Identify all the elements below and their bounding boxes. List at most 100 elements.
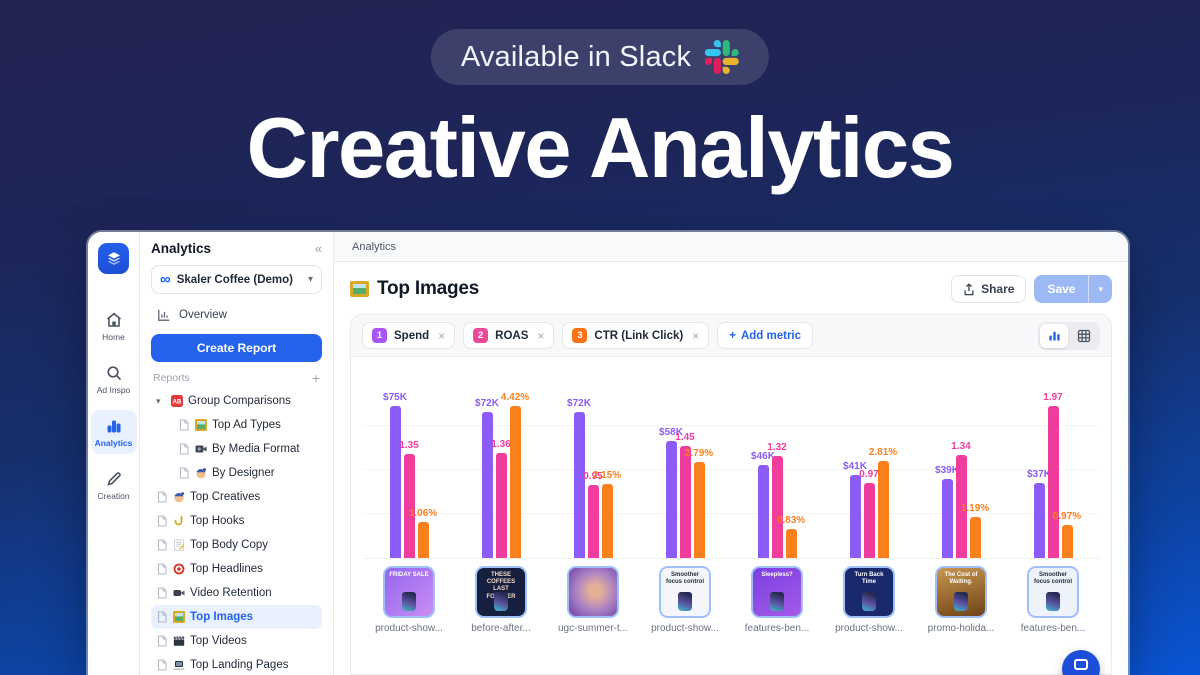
report-tree-item-by-designer[interactable]: By Designer bbox=[151, 461, 322, 485]
rail-nav-item-home[interactable]: Home bbox=[91, 304, 137, 348]
app-logo[interactable] bbox=[98, 243, 129, 274]
report-tree-item-top-headlines[interactable]: Top Headlines bbox=[151, 557, 322, 581]
document-icon bbox=[178, 419, 190, 431]
save-split-button[interactable]: Save ▾ bbox=[1034, 275, 1112, 303]
bar-value-label: 0.97 bbox=[859, 469, 879, 480]
creative-thumbnail[interactable]: Sleepless? bbox=[751, 566, 803, 618]
collapse-panel-icon[interactable]: « bbox=[314, 241, 322, 256]
report-tree-item-top-landing-pages[interactable]: Top Landing Pages bbox=[151, 653, 322, 675]
share-button[interactable]: Share bbox=[951, 275, 1027, 303]
document-icon bbox=[156, 611, 168, 623]
bar-roas bbox=[403, 454, 415, 558]
bar-value-label: 4.42% bbox=[500, 392, 530, 403]
add-metric-button[interactable]: + Add metric bbox=[717, 322, 814, 349]
metric-toolbar: 1 Spend × 2 ROAS × 3 CTR (Link Click) × bbox=[351, 315, 1111, 357]
panel-title: Analytics bbox=[151, 241, 212, 256]
bar-value-label: 0.95 bbox=[583, 471, 603, 482]
report-title: Top Images bbox=[377, 278, 480, 299]
chart-group: $75K 1.35 1.06% bbox=[363, 383, 455, 558]
report-label: Top Landing Pages bbox=[190, 659, 289, 671]
rail-nav-item-creation[interactable]: Creation bbox=[91, 463, 137, 507]
bar-value-label: $46K bbox=[751, 451, 775, 462]
creative-caption: features-ben... bbox=[744, 623, 810, 634]
bar-roas bbox=[771, 456, 783, 558]
app-window: Home Ad Inspo Analytics Creation Analyti… bbox=[88, 232, 1128, 675]
overview-item[interactable]: Overview bbox=[151, 303, 322, 327]
report-tree-item-top-videos[interactable]: Top Videos bbox=[151, 629, 322, 653]
save-dropdown-icon[interactable]: ▾ bbox=[1088, 275, 1112, 303]
tree-chevron-icon: ▾ bbox=[156, 395, 161, 406]
creative-thumbnail[interactable]: FRIDAY SALE bbox=[383, 566, 435, 618]
bar-spend bbox=[665, 441, 677, 558]
creative-item: THESE COFFEES LAST FOREVER before-after.… bbox=[455, 566, 547, 634]
bar-roas bbox=[1047, 406, 1059, 558]
bar-ctr-link-click- bbox=[877, 461, 889, 558]
chart-group: $72K 0.95 2.15% bbox=[547, 383, 639, 558]
account-selector[interactable]: ∞ Skaler Coffee (Demo) ▾ bbox=[151, 265, 322, 294]
slack-logo-icon bbox=[705, 40, 740, 74]
creative-thumbnail[interactable]: The Cost of Waiting. bbox=[935, 566, 987, 618]
meta-logo-icon: ∞ bbox=[160, 271, 171, 288]
chart-view-button[interactable] bbox=[1040, 323, 1068, 348]
breadcrumb[interactable]: Analytics bbox=[352, 240, 397, 253]
report-tree-item-group-comparisons[interactable]: ▾ AB Group Comparisons bbox=[151, 389, 322, 413]
creative-caption: product-show... bbox=[835, 623, 903, 634]
rail-nav-item-ad-inspo[interactable]: Ad Inspo bbox=[91, 357, 137, 401]
document-icon bbox=[156, 587, 168, 599]
report-emoji-icon bbox=[173, 587, 185, 599]
creative-thumbnail[interactable]: Turn Back Time bbox=[843, 566, 895, 618]
creative-item: Sleepless? features-ben... bbox=[731, 566, 823, 634]
chart-group: $46K 1.32 0.83% bbox=[731, 383, 823, 558]
bar-spend bbox=[757, 465, 769, 558]
reports-section-label: Reports bbox=[153, 372, 190, 384]
chart-group: $37K 1.97 0.97% bbox=[1007, 383, 1099, 558]
rail-nav-item-analytics[interactable]: Analytics bbox=[90, 410, 137, 454]
creative-item: ugc-summer-t... bbox=[547, 566, 639, 634]
metric-chip-spend[interactable]: 1 Spend × bbox=[362, 322, 456, 349]
table-view-button[interactable] bbox=[1070, 324, 1098, 348]
metric-chip-ctr-link-click-[interactable]: 3 CTR (Link Click) × bbox=[562, 322, 710, 349]
report-emoji-icon bbox=[195, 467, 207, 479]
remove-metric-icon[interactable]: × bbox=[438, 328, 446, 343]
remove-metric-icon[interactable]: × bbox=[537, 328, 545, 343]
creative-thumbnail[interactable] bbox=[567, 566, 619, 618]
report-label: Group Comparisons bbox=[188, 395, 291, 407]
remove-metric-icon[interactable]: × bbox=[692, 328, 700, 343]
creative-thumbnail[interactable]: Smoother focus control bbox=[659, 566, 711, 618]
metric-order-badge: 2 bbox=[473, 328, 489, 343]
report-tree-item-top-images[interactable]: Top Images bbox=[151, 605, 322, 629]
report-tree-item-by-media-format[interactable]: By Media Format bbox=[151, 437, 322, 461]
metric-chip-roas[interactable]: 2 ROAS × bbox=[463, 322, 555, 349]
support-chat-button[interactable] bbox=[1062, 650, 1100, 675]
bar-value-label: $39K bbox=[935, 465, 959, 476]
bar-ctr-link-click- bbox=[601, 484, 613, 558]
report-tree-item-top-hooks[interactable]: Top Hooks bbox=[151, 509, 322, 533]
report-emoji-icon bbox=[173, 611, 185, 623]
bar-spend bbox=[481, 412, 493, 558]
create-report-button[interactable]: Create Report bbox=[151, 334, 322, 362]
report-tree-item-top-creatives[interactable]: Top Creatives bbox=[151, 485, 322, 509]
document-icon bbox=[178, 467, 190, 479]
metric-label: Spend bbox=[394, 329, 430, 342]
creative-ad-text: The Cost of Waiting. bbox=[944, 572, 978, 586]
creative-thumbnail[interactable]: Smoother focus control bbox=[1027, 566, 1079, 618]
creative-item: Smoother focus control features-ben... bbox=[1007, 566, 1099, 634]
bar-chart-icon bbox=[1048, 331, 1060, 341]
add-report-icon[interactable]: + bbox=[311, 370, 320, 386]
report-tree-item-top-ad-types[interactable]: Top Ad Types bbox=[151, 413, 322, 437]
bar-value-label: 1.32 bbox=[767, 442, 787, 453]
metric-order-badge: 3 bbox=[572, 328, 588, 343]
report-tree-item-top-body-copy[interactable]: Top Body Copy bbox=[151, 533, 322, 557]
chevron-down-icon: ▾ bbox=[307, 274, 313, 285]
account-name: Skaler Coffee (Demo) bbox=[176, 273, 294, 286]
bar-value-label: $37K bbox=[1027, 469, 1051, 480]
rail-nav-icon bbox=[104, 469, 123, 488]
main-area: Analytics Top Images Share bbox=[334, 232, 1128, 675]
creative-thumbnail[interactable]: THESE COFFEES LAST FOREVER bbox=[475, 566, 527, 618]
bar-value-label: 0.97% bbox=[1052, 511, 1082, 522]
save-label[interactable]: Save bbox=[1047, 282, 1076, 296]
bar-ctr-link-click- bbox=[969, 517, 981, 558]
bar-spend bbox=[389, 406, 401, 558]
report-tree-item-video-retention[interactable]: Video Retention bbox=[151, 581, 322, 605]
